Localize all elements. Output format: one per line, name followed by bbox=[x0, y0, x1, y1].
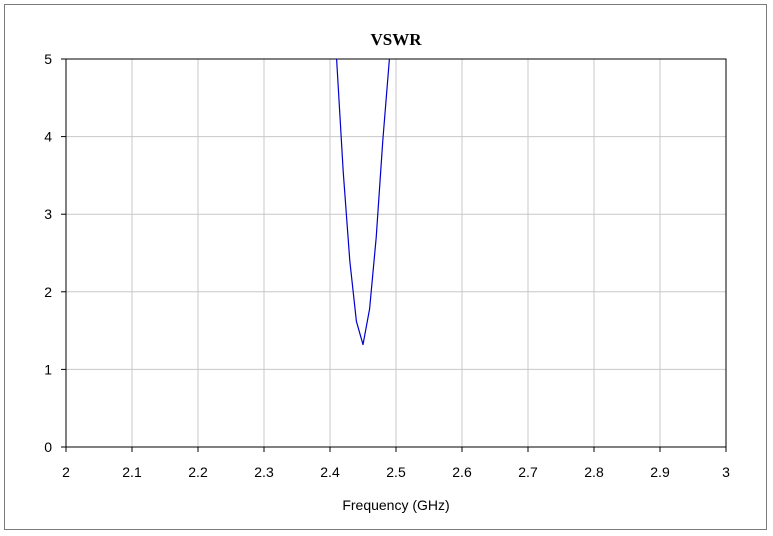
grid-lines bbox=[66, 59, 726, 447]
x-tick-label: 2.6 bbox=[452, 464, 472, 480]
y-tick-label: 2 bbox=[44, 284, 52, 300]
x-tick-label: 2.8 bbox=[584, 464, 604, 480]
vswr-series-line bbox=[336, 58, 390, 346]
y-tick-label: 1 bbox=[44, 361, 52, 377]
chart-title: VSWR bbox=[370, 30, 422, 49]
axis-ticks bbox=[61, 58, 727, 452]
chart-frame bbox=[4, 4, 767, 530]
y-tick-label: 0 bbox=[44, 439, 52, 455]
x-tick-label: 2.2 bbox=[188, 464, 208, 480]
x-tick-label: 2.9 bbox=[650, 464, 670, 480]
x-tick-label: 2.4 bbox=[320, 464, 340, 480]
y-tick-label: 5 bbox=[44, 51, 52, 67]
y-tick-label: 3 bbox=[44, 206, 52, 222]
x-axis-label: Frequency (GHz) bbox=[342, 497, 449, 513]
x-tick-label: 2.7 bbox=[518, 464, 538, 480]
x-tick-label: 2 bbox=[62, 464, 70, 480]
x-tick-labels: 2 2.1 2.2 2.3 2.4 2.5 2.6 2.7 2.8 2.9 3 bbox=[62, 464, 730, 480]
x-tick-label: 2.3 bbox=[254, 464, 274, 480]
series-group bbox=[336, 58, 390, 346]
x-tick-label: 3 bbox=[722, 464, 730, 480]
y-tick-labels: 0 1 2 3 4 5 bbox=[44, 51, 52, 455]
x-tick-label: 2.5 bbox=[386, 464, 406, 480]
x-tick-label: 2.1 bbox=[122, 464, 142, 480]
y-tick-label: 4 bbox=[44, 129, 52, 145]
